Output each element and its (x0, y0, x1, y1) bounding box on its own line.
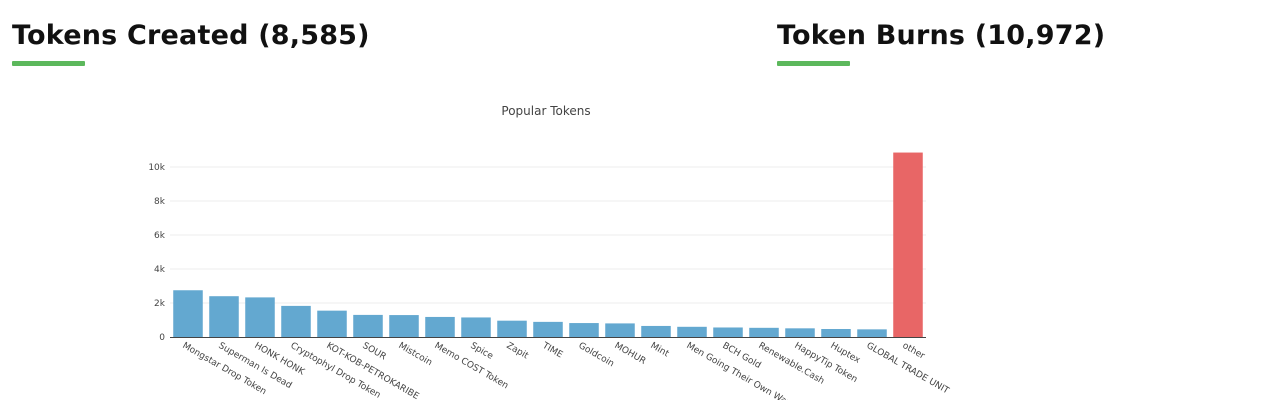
bar-time[interactable] (533, 321, 563, 337)
bar-sour[interactable] (353, 314, 383, 337)
y-axis: 0 2k 4k 6k 8k 10k (148, 163, 165, 343)
x-tick-label: Mint (649, 341, 671, 360)
tokens-created-underline (12, 61, 85, 66)
bar-zapit[interactable] (497, 320, 527, 337)
token-burns-label: Token Burns (777, 20, 966, 51)
x-tick-label: MOHUR (613, 341, 648, 367)
y-tick-label: 2k (154, 299, 166, 309)
x-tick-label: other (901, 341, 927, 362)
bar-mistcoin[interactable] (389, 315, 419, 337)
token-burns-count: 10,972 (987, 20, 1093, 51)
y-tick-label: 4k (154, 265, 166, 275)
x-tick-label: Spice (469, 341, 496, 362)
x-tick-label: Renewable.Cash (757, 341, 826, 387)
bar-superman-is-dead[interactable] (209, 296, 239, 337)
x-tick-label: HappyTip Token (793, 341, 859, 385)
bar-spice[interactable] (461, 317, 491, 337)
token-burns-underline (777, 61, 850, 66)
bar-mongstar-drop-token[interactable] (173, 290, 203, 337)
bar-kot-kob-petrokaribe[interactable] (317, 310, 347, 337)
tokens-created-count: 8,585 (270, 20, 358, 51)
bar-other[interactable] (893, 152, 923, 337)
bar-renewable-cash[interactable] (749, 327, 779, 337)
y-tick-label: 0 (159, 333, 165, 343)
x-tick-label: SOUR (361, 341, 388, 362)
bar-cryptophyl-drop-token[interactable] (281, 305, 311, 337)
tokens-created-label: Tokens Created (12, 20, 249, 51)
bar-happytip-token[interactable] (785, 328, 815, 337)
y-tick-label: 8k (154, 197, 166, 207)
bar-goldcoin[interactable] (569, 323, 599, 337)
x-tick-label: TIME (540, 340, 565, 360)
token-burns-title: Token Burns (10,972) (777, 20, 1106, 51)
bar-memo-cost-token[interactable] (425, 316, 455, 337)
chart-gridlines (170, 166, 926, 304)
bar-men-going-their-own-way[interactable] (677, 326, 707, 337)
bar-global-trade-unit[interactable] (857, 329, 887, 337)
bar-bch-gold[interactable] (713, 327, 743, 337)
bar-honk-honk[interactable] (245, 297, 275, 337)
chart-title: Popular Tokens (501, 104, 590, 118)
x-tick-label: Mistcoin (397, 341, 434, 368)
bar-huptex[interactable] (821, 329, 851, 337)
tokens-created-title: Tokens Created (8,585) (12, 20, 370, 51)
y-tick-label: 10k (148, 163, 165, 173)
x-tick-label: Zapit (505, 341, 531, 362)
bar-mint[interactable] (641, 325, 671, 337)
bar-mohur[interactable] (605, 323, 635, 337)
x-tick-label: Goldcoin (577, 341, 616, 369)
chart-bars (173, 152, 923, 337)
y-tick-label: 6k (154, 231, 166, 241)
